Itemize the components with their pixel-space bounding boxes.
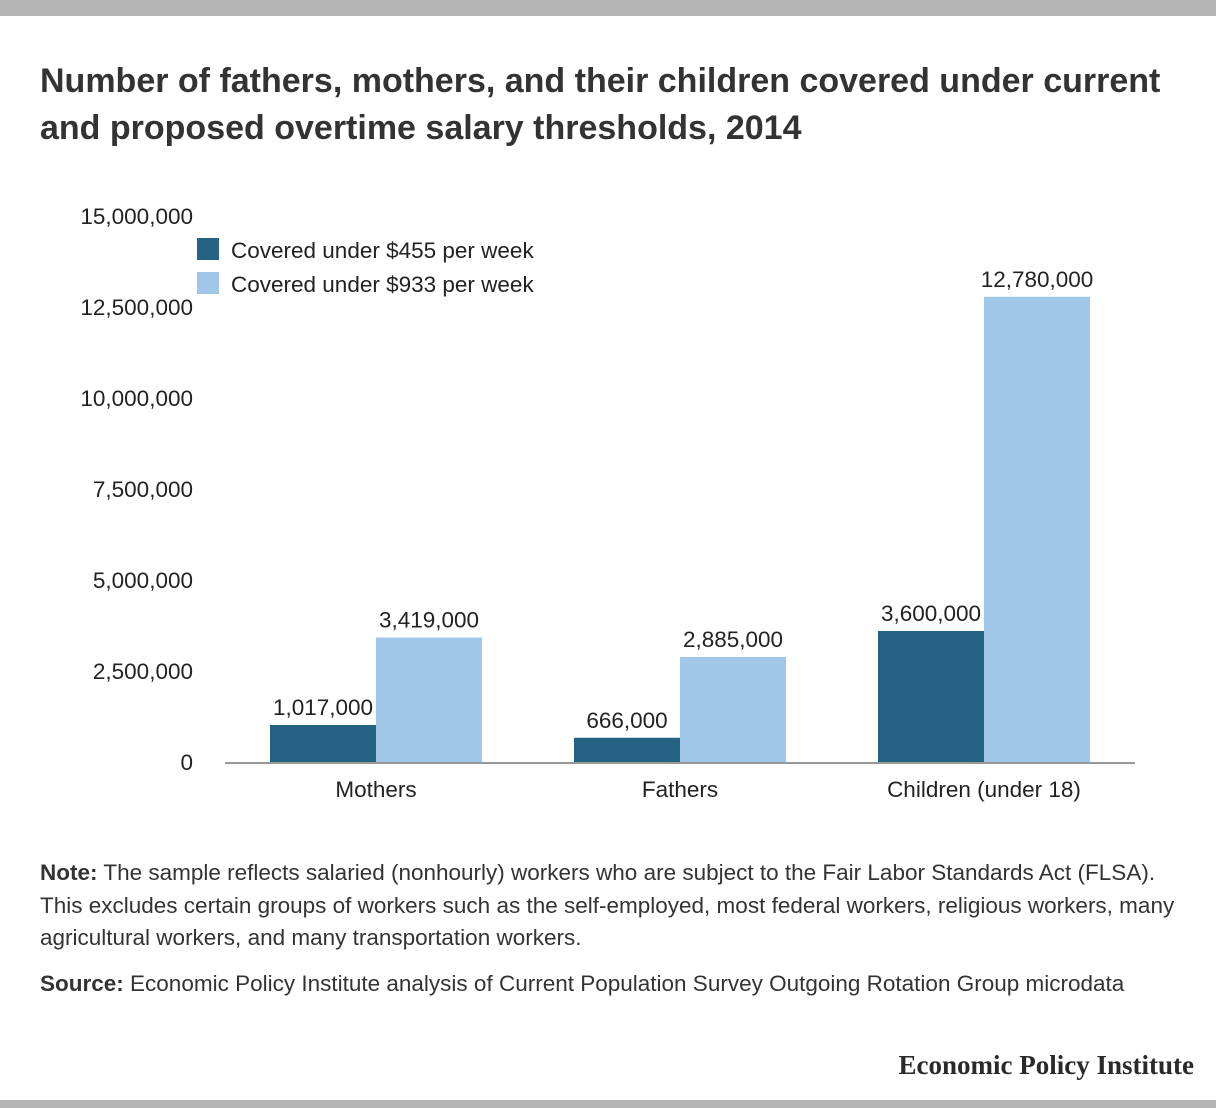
note: Note: The sample reflects salaried (nonh… <box>40 857 1190 955</box>
y-tick-label: 7,500,000 <box>93 477 193 502</box>
data-label: 3,419,000 <box>379 608 479 633</box>
bar-2-3 <box>984 296 1090 762</box>
legend: Covered under $455 per week Covered under… <box>197 238 534 297</box>
bar-1-2 <box>574 737 680 762</box>
chart-title: Number of fathers, mothers, and their ch… <box>40 62 1161 147</box>
bar-2-2 <box>680 656 786 762</box>
y-tick-label: 2,500,000 <box>93 659 193 684</box>
bar-1-3 <box>878 630 984 762</box>
data-label: 2,885,000 <box>683 627 783 652</box>
bottom-border <box>0 1100 1216 1108</box>
y-axis: 0 2,500,000 5,000,000 7,500,000 10,000,000 12… <box>80 204 193 775</box>
source-label: Source: <box>40 971 124 996</box>
legend-swatch-2 <box>197 272 219 294</box>
source-text: Economic Policy Institute analysis of Cu… <box>123 971 1125 996</box>
bar-series <box>270 296 1090 762</box>
data-labels: 1,017,000 666,000 3,600,000 3,419,000 2,885,… <box>273 267 1093 733</box>
note-text: The sample reflects salaried (nonhourly)… <box>40 860 1175 950</box>
y-tick-label: 10,000,000 <box>80 386 193 411</box>
x-tick-label: Children (under 18) <box>887 777 1081 802</box>
data-label: 3,600,000 <box>881 601 981 626</box>
data-label: 666,000 <box>586 708 667 733</box>
x-axis: Mothers Fathers Children (under 18) <box>335 777 1081 802</box>
bar-2-1 <box>376 637 482 762</box>
legend-swatch-1 <box>197 238 219 260</box>
source: Source: Economic Policy Institute analys… <box>40 968 1190 1001</box>
bar-chart: 0 2,500,000 5,000,000 7,500,000 10,000,000 12… <box>80 204 1135 802</box>
bar-1-1 <box>270 724 376 762</box>
data-label: 1,017,000 <box>273 695 373 720</box>
publisher-logo: Economic Policy Institute <box>898 1050 1194 1080</box>
note-label: Note: <box>40 860 98 885</box>
data-label: 12,780,000 <box>981 267 1094 292</box>
y-tick-label: 0 <box>180 750 193 775</box>
y-tick-label: 15,000,000 <box>80 204 193 229</box>
y-tick-label: 12,500,000 <box>80 295 193 320</box>
top-border <box>0 0 1216 16</box>
legend-label-2: Covered under $933 per week <box>231 272 534 297</box>
x-tick-label: Fathers <box>642 777 718 802</box>
legend-label-1: Covered under $455 per week <box>231 238 534 263</box>
x-tick-label: Mothers <box>335 777 416 802</box>
y-tick-label: 5,000,000 <box>93 568 193 593</box>
